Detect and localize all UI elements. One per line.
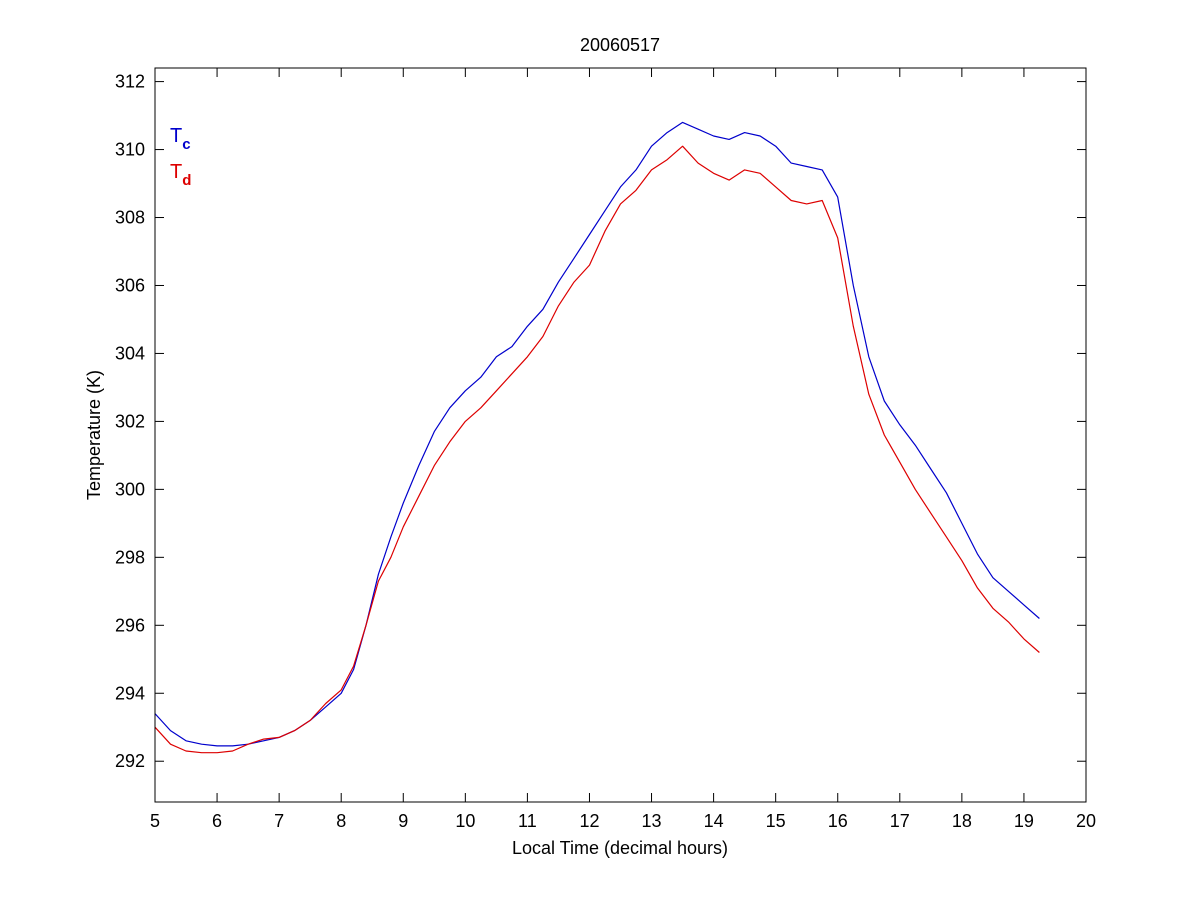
y-tick-label: 292 [115,751,145,771]
legend-entry-sub: d [182,172,191,189]
x-axis-label: Local Time (decimal hours) [512,838,728,858]
x-axis-ticks: 5 6 7 8 9 10 11 12 13 14 15 16 17 18 19 20 [150,68,1096,831]
x-tick-label: 19 [1014,811,1034,831]
axes-box [154,67,1087,803]
x-tick-label: 12 [579,811,599,831]
series-layer [154,121,1040,754]
x-tick-label: 17 [890,811,910,831]
x-tick-label: 20 [1076,811,1096,831]
legend-entry: Td [170,161,191,189]
legend-entry-main: T [170,125,182,147]
y-tick-label: 300 [115,479,145,499]
legend-entry-main: T [170,161,182,183]
y-tick-label: 304 [115,343,145,363]
x-tick-label: 15 [766,811,786,831]
series-line-2 [154,145,1040,754]
y-tick-label: 312 [115,72,145,92]
y-axis-label: Temperature (K) [84,370,104,500]
x-tick-label: 14 [704,811,724,831]
y-tick-label: 298 [115,547,145,567]
chart-title: 20060517 [580,35,660,55]
x-tick-label: 8 [336,811,346,831]
x-tick-label: 6 [212,811,222,831]
y-tick-label: 294 [115,683,145,703]
x-tick-label: 9 [398,811,408,831]
legend-entry-sub: c [182,136,190,153]
y-tick-label: 308 [115,208,145,228]
x-tick-label: 10 [455,811,475,831]
legend-entry: Tc [170,125,191,153]
x-tick-label: 11 [518,811,537,831]
x-tick-label: 16 [828,811,848,831]
x-tick-label: 5 [150,811,160,831]
y-tick-label: 306 [115,275,145,295]
y-tick-label: 310 [115,140,145,160]
y-tick-label: 296 [115,615,145,635]
y-tick-label: 302 [115,411,145,431]
x-tick-label: 7 [274,811,284,831]
x-tick-label: 18 [952,811,972,831]
x-tick-label: 13 [642,811,662,831]
y-axis-ticks: 292 294 296 298 300 302 304 306 308 310 312 [115,72,1086,771]
